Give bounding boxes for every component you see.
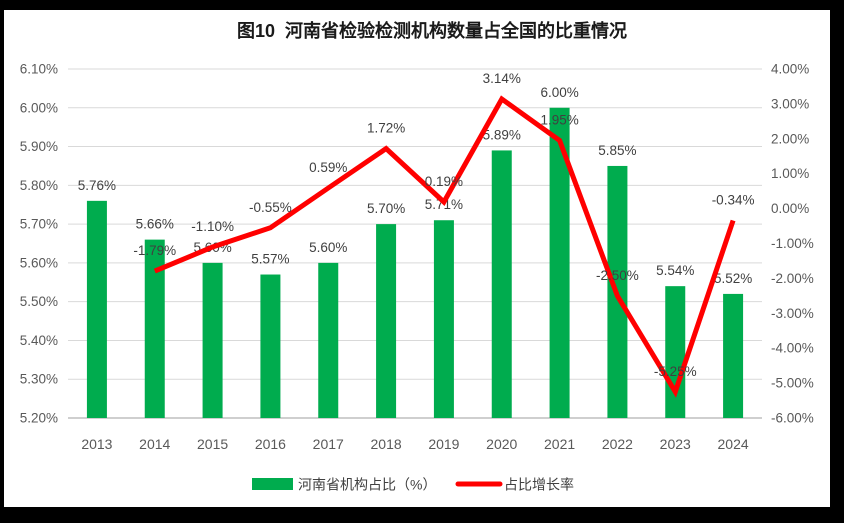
left-axis-tick-label: 5.90% — [20, 139, 58, 154]
line-value-label: 1.72% — [367, 121, 405, 136]
left-axis-tick-label: 6.00% — [20, 100, 58, 115]
line-value-label: -2.50% — [596, 268, 639, 283]
x-axis-label-2014: 2014 — [139, 436, 170, 452]
line-value-label: 0.19% — [425, 174, 463, 189]
x-axis-label-2020: 2020 — [486, 436, 517, 452]
line-value-label: -1.79% — [133, 243, 176, 258]
right-axis-tick-label: -1.00% — [771, 236, 814, 251]
legend: 河南省机构占比（%） 占比增长率 — [252, 477, 574, 493]
bar-2018 — [376, 224, 397, 418]
bar-value-label: 5.76% — [78, 178, 116, 193]
line-value-label: -0.55% — [249, 200, 292, 215]
x-axis-label-2024: 2024 — [718, 436, 749, 452]
bar-value-label: 5.70% — [367, 201, 405, 216]
right-axis-tick-label: 2.00% — [771, 131, 809, 146]
bar-2016 — [260, 274, 281, 418]
left-axis-layer: 6.10% 6.00% 5.90% 5.80% 5.70% 5.60% 5.50% 5.40%… — [20, 62, 58, 426]
bar-value-label: 5.60% — [309, 240, 347, 255]
bar-2013 — [86, 200, 107, 418]
left-axis-tick-label: 5.20% — [20, 411, 58, 426]
bar-2019 — [433, 220, 454, 418]
x-axis-label-2021: 2021 — [544, 436, 575, 452]
line-value-labels-layer: -1.79% -1.10% -0.55% 0.59% 1.72% 0.19% 3.14% 1.… — [133, 71, 754, 379]
bar-value-label: 5.85% — [598, 143, 636, 158]
line-value-label: -1.10% — [191, 219, 234, 234]
growth-line-layer — [153, 95, 736, 398]
bar-2014 — [144, 239, 165, 418]
line-value-label: 3.14% — [483, 71, 521, 86]
right-axis-tick-label: 0.00% — [771, 201, 809, 216]
x-axis-label-2022: 2022 — [602, 436, 633, 452]
x-axis-label-2015: 2015 — [197, 436, 228, 452]
bar-2024 — [723, 293, 744, 418]
bar-value-label: 5.54% — [656, 263, 694, 278]
legend-bar-label: 河南省机构占比（%） — [298, 477, 436, 493]
left-axis-tick-label: 5.70% — [20, 217, 58, 232]
bar-2015 — [202, 262, 223, 418]
bars-layer — [86, 107, 744, 419]
bar-value-label: 5.57% — [251, 252, 289, 267]
left-axis-tick-label: 5.50% — [20, 294, 58, 309]
left-axis-tick-label: 6.10% — [20, 62, 58, 77]
bar-2020 — [491, 150, 512, 418]
left-axis-tick-label: 5.80% — [20, 178, 58, 193]
x-axis-label-2018: 2018 — [371, 436, 402, 452]
left-axis-tick-label: 5.60% — [20, 255, 58, 270]
line-value-label: -0.34% — [712, 192, 755, 207]
x-axis-label-2016: 2016 — [255, 436, 286, 452]
right-axis-tick-label: -5.00% — [771, 376, 814, 391]
x-axis-layer: 2013 2014 2015 2016 2017 2018 2019 2020 2021 2022… — [81, 436, 749, 452]
left-axis-tick-label: 5.40% — [20, 333, 58, 348]
right-axis-tick-label: 4.00% — [771, 62, 809, 77]
line-value-label: -5.25% — [654, 364, 697, 379]
bar-value-label: 5.66% — [136, 217, 174, 232]
growth-rate-line — [153, 95, 736, 398]
x-axis-label-2019: 2019 — [428, 436, 459, 452]
right-axis-tick-label: -6.00% — [771, 411, 814, 426]
x-axis-label-2023: 2023 — [660, 436, 691, 452]
bar-value-label: 6.00% — [540, 85, 578, 100]
right-axis-layer: 4.00% 3.00% 2.00% 1.00% 0.00% -1.00% -2.00% -3.… — [771, 62, 814, 426]
x-axis-label-2013: 2013 — [81, 436, 112, 452]
line-value-label: 0.59% — [309, 160, 347, 175]
chart-background — [4, 10, 830, 507]
bar-2021 — [549, 107, 570, 419]
bar-2017 — [318, 262, 339, 418]
right-axis-tick-label: 1.00% — [771, 166, 809, 181]
right-axis-tick-label: -2.00% — [771, 271, 814, 286]
right-axis-tick-label: -3.00% — [771, 306, 814, 321]
bar-2023 — [665, 286, 686, 418]
line-value-label: 1.95% — [540, 113, 578, 128]
gridlines-layer — [68, 68, 762, 419]
legend-line-label: 占比增长率 — [504, 477, 574, 493]
bar-value-label: 5.89% — [483, 127, 521, 142]
left-axis-tick-label: 5.30% — [20, 372, 58, 387]
x-axis-label-2017: 2017 — [313, 436, 344, 452]
right-axis-tick-label: 3.00% — [771, 96, 809, 111]
legend-bar-swatch — [252, 478, 293, 490]
bar-value-label: 5.52% — [714, 271, 752, 286]
chart-title: 图10 河南省检验检测机构数量占全国的比重情况 — [237, 20, 627, 41]
right-axis-tick-label: -4.00% — [771, 341, 814, 356]
